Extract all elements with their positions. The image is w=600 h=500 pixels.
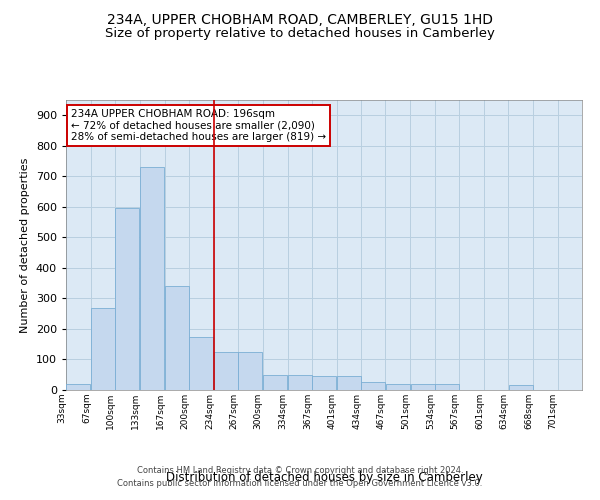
Bar	[410, 384, 434, 390]
X-axis label: Distribution of detached houses by size in Camberley: Distribution of detached houses by size …	[166, 471, 482, 484]
Bar	[509, 386, 533, 390]
Bar	[115, 208, 139, 390]
Bar	[263, 374, 287, 390]
Text: Contains HM Land Registry data © Crown copyright and database right 2024.
Contai: Contains HM Land Registry data © Crown c…	[118, 466, 482, 487]
Bar	[214, 352, 238, 390]
Bar	[189, 336, 213, 390]
Bar	[140, 167, 164, 390]
Text: 234A, UPPER CHOBHAM ROAD, CAMBERLEY, GU15 1HD: 234A, UPPER CHOBHAM ROAD, CAMBERLEY, GU1…	[107, 12, 493, 26]
Text: 234A UPPER CHOBHAM ROAD: 196sqm
← 72% of detached houses are smaller (2,090)
28%: 234A UPPER CHOBHAM ROAD: 196sqm ← 72% of…	[71, 108, 326, 142]
Bar	[337, 376, 361, 390]
Text: Size of property relative to detached houses in Camberley: Size of property relative to detached ho…	[105, 28, 495, 40]
Y-axis label: Number of detached properties: Number of detached properties	[20, 158, 30, 332]
Bar	[435, 384, 459, 390]
Bar	[91, 308, 115, 390]
Bar	[386, 384, 410, 390]
Bar	[165, 286, 189, 390]
Bar	[287, 374, 312, 390]
Bar	[312, 376, 336, 390]
Bar	[238, 352, 262, 390]
Bar	[66, 384, 90, 390]
Bar	[361, 382, 385, 390]
